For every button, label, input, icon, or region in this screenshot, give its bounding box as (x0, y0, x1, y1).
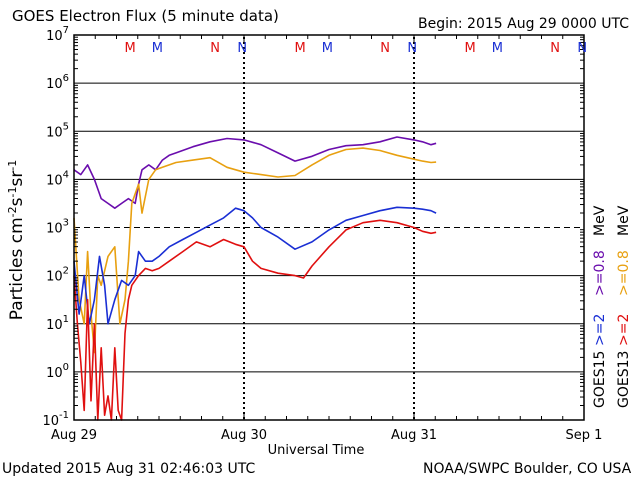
y-tick-label: 102 (46, 266, 69, 285)
credit: NOAA/SWPC Boulder, CO USA (423, 461, 632, 477)
noon-marker: M (492, 41, 503, 56)
series-line-0 (73, 136, 437, 209)
legend-g15-2mev: >=2 (592, 314, 608, 346)
y-tick-label: 103 (46, 218, 69, 237)
legend-unit-1: MeV (592, 205, 608, 236)
series-line-3 (73, 219, 437, 421)
begin-date: Begin: 2015 Aug 29 0000 UTC (418, 16, 629, 32)
noon-marker: N (380, 41, 390, 56)
x-tick-label: Aug 31 (391, 428, 437, 443)
y-tick-label: 101 (46, 314, 69, 333)
y-tick-label: 100 (46, 362, 69, 381)
noon-marker: M (152, 41, 163, 56)
y-tick-label: 104 (46, 169, 69, 188)
updated-timestamp: Updated 2015 Aug 31 02:46:03 UTC (2, 461, 256, 477)
noon-marker: M (294, 41, 305, 56)
series-line-1 (73, 147, 437, 354)
legend-g13-08mev: >=0.8 (616, 250, 632, 296)
y-tick-label: 106 (46, 73, 69, 92)
x-tick-label: Sep 1 (566, 428, 603, 443)
legend-g15-08mev: >=0.8 (592, 250, 608, 296)
grid-layer (74, 37, 584, 420)
noon-marker: M (322, 41, 333, 56)
legend-g13-2mev: >=2 (616, 314, 632, 346)
x-axis-label: Universal Time (268, 443, 365, 458)
y-tick-label: 107 (46, 25, 69, 44)
legend-unit-2: MeV (616, 205, 632, 236)
legend-goes15: GOES15 (592, 351, 608, 408)
x-tick-label: Aug 30 (221, 428, 267, 443)
y-axis-label: Particles cm-2s-1sr-1 (6, 160, 28, 321)
legend: GOES15 >=2 >=0.8 MeV GOES13 >=2 >=0.8 Me… (592, 205, 632, 408)
noon-marker: N (577, 41, 587, 56)
y-tick-labels: 10-1 100 101 102 103 104 105 106 107 (42, 25, 69, 429)
x-tick-labels: Aug 29 Aug 30 Aug 31 Sep 1 (51, 428, 602, 443)
noon-marker: N (407, 41, 417, 56)
y-tick-label: 10-1 (42, 410, 69, 429)
noon-marker: N (550, 41, 560, 56)
y-tick-label: 105 (46, 121, 69, 140)
series-layer (73, 136, 437, 421)
noon-marker: M (124, 41, 135, 56)
y-axis-label-text: Particles cm-2s-1sr-1 (6, 160, 28, 321)
noon-marker: N (210, 41, 220, 56)
noon-marker: M (464, 41, 475, 56)
frame-layer (73, 34, 585, 421)
chart-title: GOES Electron Flux (5 minute data) (12, 7, 279, 25)
x-tick-label: Aug 29 (51, 428, 97, 443)
noon-marker: N (237, 41, 247, 56)
series-line-2 (73, 206, 437, 325)
legend-goes13: GOES13 (616, 351, 632, 408)
